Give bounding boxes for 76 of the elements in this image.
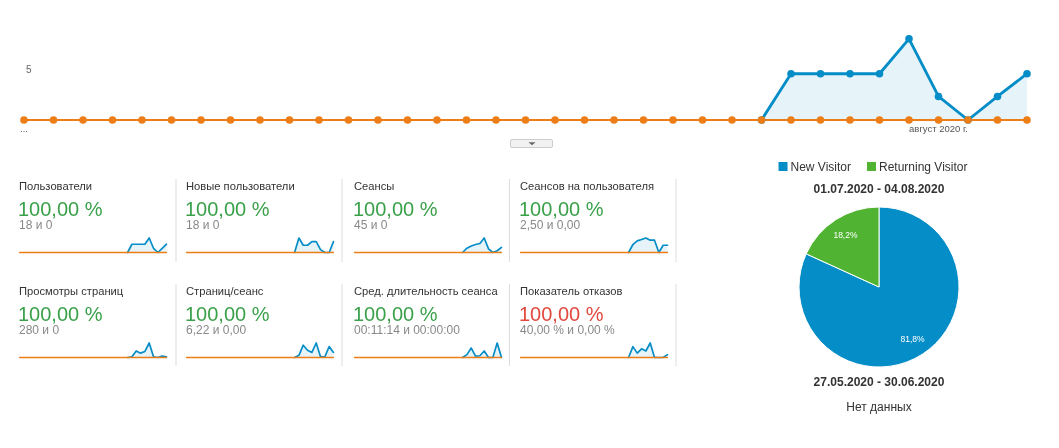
data-label: 18,2% bbox=[833, 229, 858, 240]
chart-subtitle: 100,00 % bbox=[519, 302, 604, 325]
point bbox=[993, 92, 1002, 101]
chart-title: Новые пользователи bbox=[186, 180, 295, 192]
point bbox=[167, 116, 176, 124]
point bbox=[846, 116, 854, 124]
text: 18 и 0 bbox=[19, 218, 53, 232]
point bbox=[875, 116, 884, 124]
pie-slice bbox=[798, 206, 960, 368]
chart-subtitle: 100,00 % bbox=[18, 302, 103, 325]
x-tick-label: ... bbox=[20, 123, 28, 134]
point bbox=[226, 116, 235, 124]
point bbox=[256, 116, 264, 124]
text: 27.05.2020 - 30.06.2020 bbox=[813, 375, 945, 389]
chart-title: Сеансы bbox=[354, 180, 395, 192]
point bbox=[993, 116, 1002, 124]
chart-title: Просмотры страниц bbox=[19, 285, 124, 297]
point bbox=[462, 116, 471, 124]
point bbox=[639, 116, 648, 124]
point bbox=[197, 116, 205, 124]
point bbox=[49, 116, 58, 124]
chart-title: Сред. длительность сеанса bbox=[354, 285, 499, 297]
point bbox=[403, 116, 412, 124]
point bbox=[285, 116, 294, 124]
chart-title: Сеансов на пользователя bbox=[520, 180, 655, 192]
point bbox=[138, 116, 146, 124]
text: 2,50 и 0,00 bbox=[520, 218, 581, 232]
point bbox=[551, 116, 559, 124]
chart-subtitle: 100,00 % bbox=[353, 197, 438, 220]
text: 45 и 0 bbox=[354, 218, 388, 232]
point bbox=[1023, 116, 1031, 124]
data-label: 81,8% bbox=[900, 334, 926, 345]
point bbox=[315, 116, 323, 124]
point bbox=[905, 35, 913, 43]
chart-subtitle: 100,00 % bbox=[185, 197, 270, 220]
point bbox=[846, 69, 854, 78]
chart-title: Страниц/сеанс bbox=[186, 285, 264, 297]
legend-label: New Visitor bbox=[790, 160, 851, 174]
chart-subtitle: 100,00 % bbox=[519, 197, 604, 220]
legend-label: Returning Visitor bbox=[878, 160, 968, 174]
chart-title: Пользователи bbox=[19, 180, 93, 192]
annotation: 5 bbox=[26, 64, 32, 75]
point bbox=[610, 116, 618, 124]
point bbox=[728, 116, 736, 124]
chart-subtitle: 100,00 % bbox=[185, 302, 270, 325]
chart-subtitle: 100,00 % bbox=[353, 302, 438, 325]
chart-subtitle: 100,00 % bbox=[18, 197, 103, 220]
point bbox=[816, 116, 825, 124]
point bbox=[108, 116, 117, 124]
point bbox=[1023, 69, 1031, 78]
point bbox=[934, 116, 943, 124]
point bbox=[787, 116, 795, 124]
text: 01.07.2020 - 04.08.2020 bbox=[813, 182, 945, 196]
text: 6,22 и 0,00 bbox=[186, 323, 247, 337]
point bbox=[344, 116, 353, 124]
text: 40,00 % и 0,00 % bbox=[520, 323, 616, 337]
point bbox=[433, 116, 441, 124]
point bbox=[580, 116, 589, 124]
text: 18 и 0 bbox=[186, 218, 220, 232]
x-tick-label: август 2020 г. bbox=[909, 123, 968, 134]
point bbox=[816, 69, 825, 78]
point bbox=[875, 69, 884, 78]
point bbox=[79, 116, 87, 124]
point bbox=[374, 116, 382, 124]
chart-title: Показатель отказов bbox=[520, 285, 623, 297]
point bbox=[905, 116, 913, 124]
text: 00:11:14 и 00:00:00 bbox=[354, 323, 461, 337]
point bbox=[698, 116, 707, 124]
text: 280 и 0 bbox=[19, 323, 60, 337]
point bbox=[787, 69, 795, 78]
point bbox=[934, 92, 943, 101]
point bbox=[521, 116, 530, 124]
point bbox=[20, 116, 28, 124]
point bbox=[492, 116, 500, 124]
text: Нет данных bbox=[846, 400, 912, 414]
point bbox=[669, 116, 677, 124]
